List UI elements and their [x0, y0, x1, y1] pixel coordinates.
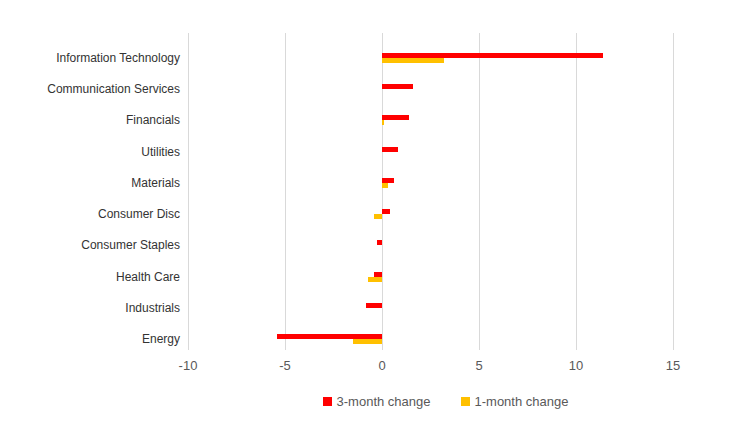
category-label: Industrials: [2, 301, 180, 315]
gridline: [285, 33, 286, 350]
bar-3-month-change: [382, 84, 413, 89]
plot-area: -10 -5 0 5 10 15 Information Technology Communi…: [0, 0, 751, 433]
bar-1-month-change: [382, 58, 444, 63]
category-label: Communication Services: [2, 82, 180, 96]
category-label: Consumer Staples: [2, 238, 180, 252]
legend-swatch-3-month-change: [323, 397, 332, 406]
legend-swatch-1-month-change: [461, 397, 470, 406]
bar-1-month-change: [368, 277, 382, 282]
gridline: [576, 33, 577, 350]
bar-3-month-change: [366, 303, 382, 308]
gridline: [673, 33, 674, 350]
gridline: [479, 33, 480, 350]
legend-item: 1-month change: [461, 394, 569, 409]
bar-1-month-change: [353, 339, 382, 344]
x-tick-label: 5: [475, 358, 482, 373]
gridline: [188, 33, 189, 350]
legend-label: 3-month change: [337, 394, 431, 409]
category-label: Consumer Disc: [2, 207, 180, 221]
bar-3-month-change: [382, 115, 409, 120]
bar-1-month-change: [374, 214, 382, 219]
bar-1-month-change: [382, 183, 388, 188]
category-label: Utilities: [2, 145, 180, 159]
x-tick-label: 15: [666, 358, 680, 373]
bar-3-month-change: [382, 147, 398, 152]
x-tick-label: -10: [179, 358, 198, 373]
category-label: Information Technology: [2, 51, 180, 65]
x-tick-label: 10: [569, 358, 583, 373]
bar-3-month-change: [377, 240, 382, 245]
bar-chart: -10 -5 0 5 10 15 Information Technology Communi…: [0, 0, 751, 433]
bar-3-month-change: [382, 209, 390, 214]
category-label: Health Care: [2, 270, 180, 284]
category-label: Materials: [2, 176, 180, 190]
legend-label: 1-month change: [475, 394, 569, 409]
legend-item: 3-month change: [323, 394, 431, 409]
x-tick-label: 0: [378, 358, 385, 373]
x-tick-label: -5: [279, 358, 291, 373]
gridline: [382, 33, 383, 350]
legend: 3-month change 1-month change: [188, 394, 703, 409]
category-label: Financials: [2, 113, 180, 127]
category-label: Energy: [2, 332, 180, 346]
bar-1-month-change: [382, 120, 384, 125]
